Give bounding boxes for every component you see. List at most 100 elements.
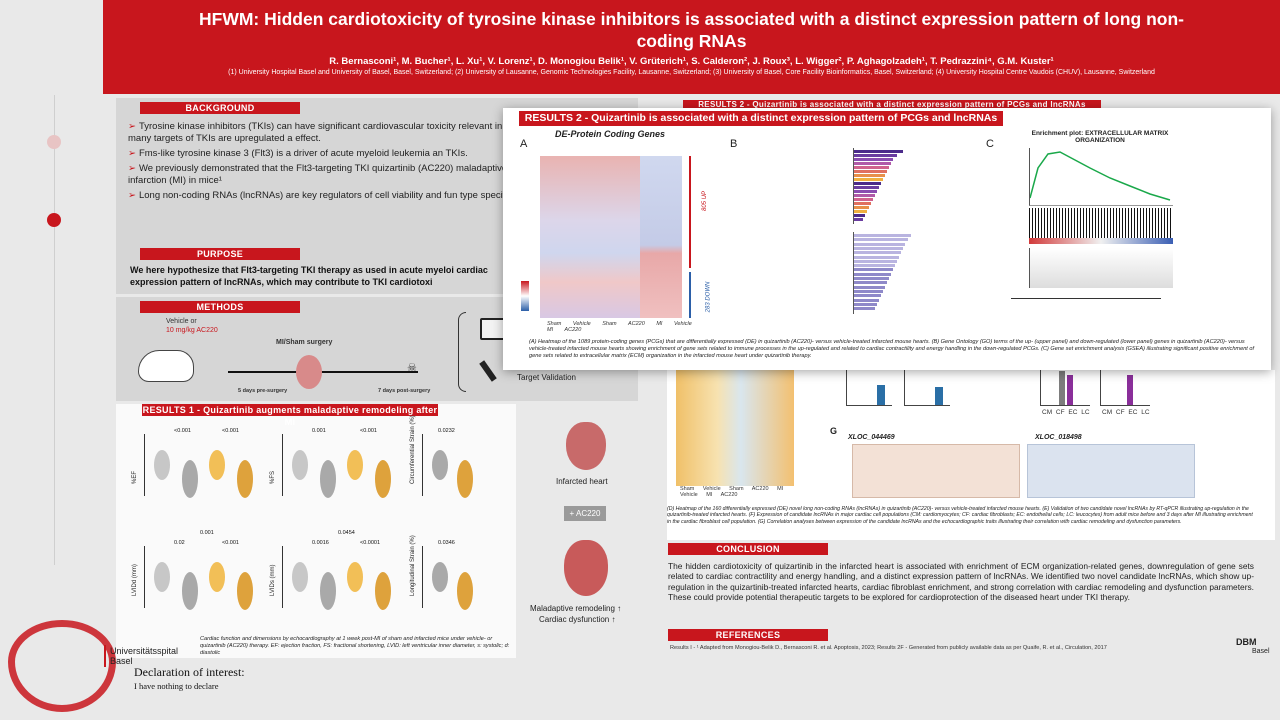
p-value-label: <0.0001 bbox=[360, 540, 381, 546]
pcg-heatmap-right bbox=[640, 156, 682, 318]
violin-shape bbox=[374, 572, 391, 610]
declaration-title: Declaration of interest: bbox=[134, 665, 245, 679]
dbm-logo-sub: Basel bbox=[1252, 648, 1270, 655]
results1-caption: Cardiac function and dimensions by echoc… bbox=[200, 636, 510, 656]
target-validation: Target Validation bbox=[517, 373, 576, 382]
panel-b-label: B bbox=[730, 138, 738, 150]
poster-title: HFWM: Hidden cardiotoxicity of tyrosine … bbox=[199, 9, 1184, 51]
panel-g-label: G bbox=[830, 426, 838, 436]
panel-c-label: C bbox=[986, 138, 994, 150]
xloc1-title: XLOC_044469 bbox=[848, 434, 895, 441]
violin-shape bbox=[181, 572, 198, 610]
heatmap-title: DE-Protein Coding Genes bbox=[555, 129, 666, 139]
uni-name-1: Universitätsspital bbox=[110, 646, 179, 656]
p-value-label: 0.0016 bbox=[312, 540, 329, 546]
results1-panel bbox=[116, 404, 516, 658]
gsea-title: Enrichment plot: EXTRACELLULAR MATRIX OR… bbox=[1031, 130, 1169, 144]
outcome-dysfunction: Cardiac dysfunction ↑ bbox=[539, 615, 616, 624]
go-bar-up bbox=[853, 174, 885, 177]
bullet-3: ➢ We previously demonstrated that the Flt… bbox=[128, 163, 628, 186]
violin-shape bbox=[457, 460, 473, 498]
background-bullets: ➢ Tyrosine kinase inhibitors (TKIs) can h… bbox=[128, 121, 628, 202]
violin-shape bbox=[347, 450, 363, 480]
ac220-arrow-label: + AC220 bbox=[564, 506, 606, 521]
go-bar-up bbox=[853, 218, 863, 221]
up-bracket bbox=[689, 156, 691, 268]
infarcted-heart-label: Infarcted heart bbox=[556, 477, 608, 486]
go-bar-up bbox=[853, 178, 883, 181]
results1-chart: LVIDd (mm) 0.02 <0.001 0.001 bbox=[130, 530, 270, 626]
p-value-label: <0.001 bbox=[174, 428, 191, 434]
go-bar-up bbox=[853, 214, 865, 217]
violin-shape bbox=[432, 562, 448, 592]
overlay-caption: (A) Heatmap of the 1089 protein-coding g… bbox=[529, 339, 1255, 359]
chart-y-axis bbox=[144, 546, 145, 608]
bullet-4: ➢ Long non-coding RNAs (lncRNAs) are key … bbox=[128, 190, 515, 201]
chart-y-label: Longitudinal Strain (%) bbox=[410, 535, 416, 596]
chart-y-axis bbox=[282, 546, 283, 608]
violin-shape bbox=[432, 450, 448, 480]
purpose-heading: PURPOSE bbox=[140, 248, 300, 260]
cell-labels-1: CM CF EC LC bbox=[1042, 409, 1090, 416]
overlay-heading: RESULTS 2 - Quizartinib is associated wi… bbox=[519, 111, 1003, 126]
xloc2-title: XLOC_018498 bbox=[1035, 434, 1082, 441]
cell-expression-chart-2 bbox=[1100, 370, 1150, 406]
violin-shape bbox=[457, 572, 473, 610]
results2-zoom-overlay[interactable]: RESULTS 2 - Quizartinib is associated wi… bbox=[503, 108, 1271, 370]
violin-shape bbox=[236, 460, 253, 498]
chart-y-label: %FS bbox=[270, 470, 276, 484]
rail-dot-active[interactable] bbox=[47, 213, 61, 227]
violin-shape bbox=[319, 572, 336, 610]
violin-shape bbox=[209, 562, 225, 592]
skull-icon: ☠ bbox=[407, 362, 417, 374]
heatmap-colorbar bbox=[521, 281, 529, 311]
timeline-rail bbox=[54, 95, 55, 565]
p-value-label: <0.001 bbox=[222, 428, 239, 434]
dbm-logo-text: DBM bbox=[1236, 637, 1257, 647]
go-bar-down bbox=[853, 302, 877, 306]
gsea-ranked-metric bbox=[1029, 248, 1173, 288]
go-bar-down bbox=[853, 298, 879, 302]
chart-y-axis bbox=[422, 434, 423, 496]
go-bar-down bbox=[853, 246, 903, 250]
qpcr-chart-2 bbox=[904, 370, 950, 406]
chart-y-axis bbox=[144, 434, 145, 496]
violin-shape bbox=[154, 450, 170, 480]
go-bar-down bbox=[853, 289, 883, 293]
methods-timeline bbox=[228, 371, 418, 373]
violin-shape bbox=[292, 450, 308, 480]
go-bar-up bbox=[853, 202, 871, 205]
logo-divider bbox=[104, 645, 106, 667]
gsea-hit-bars bbox=[1029, 208, 1173, 238]
gsea-stats-table bbox=[1011, 298, 1161, 330]
go-bar-up bbox=[853, 206, 869, 209]
methods-pre: 5 days pre-surgery bbox=[238, 388, 288, 394]
go-bar-down bbox=[853, 255, 899, 259]
correlation-panel-2 bbox=[1027, 444, 1195, 498]
references-text: Results I - ¹ Adapted from Monogiou-Beli… bbox=[670, 645, 1107, 651]
cell-labels-2: CM CF EC LC bbox=[1102, 409, 1150, 416]
go-bar-down bbox=[853, 281, 887, 285]
go-bar-up bbox=[853, 198, 873, 201]
poster-header: HFWM: Hidden cardiotoxicity of tyrosine … bbox=[103, 0, 1280, 94]
p-value-label: 0.02 bbox=[174, 540, 185, 546]
go-bar-up bbox=[853, 210, 867, 213]
p-value-label: <0.001 bbox=[360, 428, 377, 434]
references-heading: REFERENCES bbox=[668, 629, 828, 641]
rail-dot-inactive[interactable] bbox=[47, 135, 61, 149]
heart-logo bbox=[8, 620, 116, 712]
go-bar-up bbox=[853, 166, 889, 169]
go-bar-up bbox=[853, 194, 875, 197]
p-value-label: <0.001 bbox=[222, 540, 239, 546]
violin-shape bbox=[154, 562, 170, 592]
results1-chart: %FS 0.001 <0.001 bbox=[268, 424, 408, 514]
methods-vehicle: Vehicle or bbox=[166, 318, 197, 325]
remodeled-heart-icon bbox=[564, 540, 608, 596]
lncrna-heatmap bbox=[676, 370, 794, 486]
go-bar-down bbox=[853, 294, 881, 298]
go-bar-up bbox=[853, 170, 887, 173]
p-value-label: 0.0232 bbox=[438, 428, 455, 434]
results1-chart: Circumferential Strain (%) 0.0232 bbox=[408, 415, 488, 514]
conclusion-heading: CONCLUSION bbox=[668, 543, 828, 555]
go-bar-up bbox=[853, 186, 879, 189]
